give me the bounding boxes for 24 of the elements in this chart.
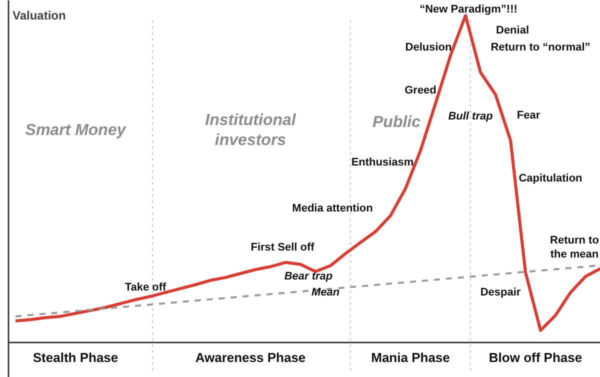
annotation: Take off — [124, 282, 167, 294]
annotation: Smart Money — [25, 122, 127, 139]
annotation: Despair — [480, 286, 522, 298]
annotation: Bull trap — [448, 110, 494, 122]
annotation: Media attention — [292, 202, 374, 214]
text: Stealth Phase — [32, 350, 118, 365]
annotation: Public — [372, 114, 421, 131]
text: Mania Phase — [371, 350, 450, 365]
annotation: Return to the mean — [550, 234, 600, 261]
annotation: “New Paradigm”!!! — [420, 4, 518, 16]
annotation: Institutional investors — [205, 112, 296, 150]
text: Awareness Phase — [195, 350, 306, 365]
annotation: Mean — [311, 286, 340, 298]
annotation: Greed — [404, 84, 436, 96]
annotation: Capitulation — [518, 172, 583, 184]
y-axis-title: Valuation — [12, 8, 66, 22]
text: Blow off Phase — [488, 350, 582, 365]
annotation: Denial — [496, 24, 530, 36]
annotation: Delusion — [405, 42, 452, 54]
annotation: Return to “normal” — [490, 42, 590, 54]
annotation: Fear — [516, 110, 541, 122]
annotation: First Sell off — [250, 242, 315, 254]
annotation: Bear trap — [284, 270, 333, 282]
annotation: Enthusiasm — [351, 156, 414, 168]
